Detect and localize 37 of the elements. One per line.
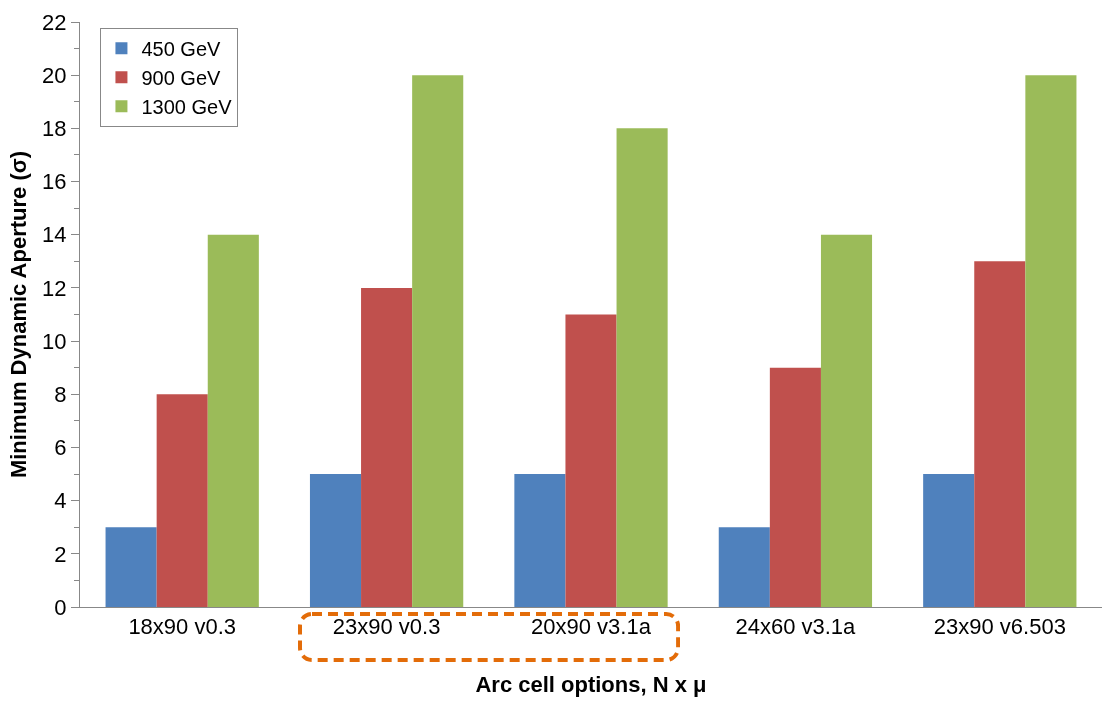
y-tick-label: 12 xyxy=(42,275,67,301)
x-tick-label: 23x90 v6.503 xyxy=(933,614,1066,640)
bar xyxy=(923,474,975,607)
y-tick-label: 10 xyxy=(42,328,67,354)
y-tick-label: 8 xyxy=(54,381,67,407)
bar xyxy=(156,394,208,607)
y-tick-label: 18 xyxy=(42,116,67,142)
legend-label: 900 GeV xyxy=(141,67,222,90)
x-tick-label: 20x90 v3.1a xyxy=(531,614,652,640)
y-tick-label: 6 xyxy=(54,435,67,461)
bar xyxy=(361,287,413,607)
x-tick-label: 18x90 v0.3 xyxy=(128,614,237,640)
x-tick-label: 23x90 v0.3 xyxy=(332,614,441,640)
x-tick-label: 24x60 v3.1a xyxy=(735,614,857,640)
bar xyxy=(820,234,873,607)
y-axis-title: Minimum Dynamic Aperture (σ) xyxy=(6,150,31,479)
y-tick-label: 0 xyxy=(54,594,67,620)
bar xyxy=(412,75,464,607)
bar xyxy=(1025,75,1077,607)
bar xyxy=(565,314,617,607)
bar xyxy=(207,234,259,607)
legend-label: 1300 GeV xyxy=(141,96,233,119)
y-tick-label: 14 xyxy=(42,222,67,248)
bar xyxy=(616,128,668,607)
bar xyxy=(769,367,821,607)
bar xyxy=(514,474,566,607)
y-tick-label: 4 xyxy=(54,488,67,514)
legend-label: 450 GeV xyxy=(141,38,222,61)
y-tick-label: 22 xyxy=(42,9,67,35)
bar xyxy=(309,474,362,607)
y-tick-label: 16 xyxy=(42,169,67,195)
bar xyxy=(105,527,157,607)
x-axis-title: Arc cell options, N x μ xyxy=(475,672,707,698)
bar xyxy=(718,527,770,607)
y-tick-label: 2 xyxy=(54,541,67,567)
y-tick-label: 20 xyxy=(42,62,67,88)
bar xyxy=(974,261,1026,607)
